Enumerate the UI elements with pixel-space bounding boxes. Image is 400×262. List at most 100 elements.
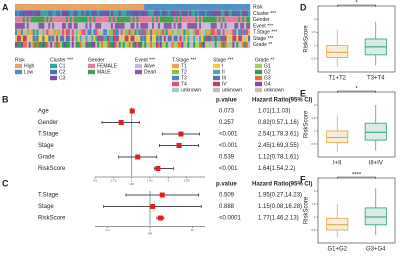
legend-label: II bbox=[222, 69, 225, 75]
heatmap-stripe bbox=[189, 22, 192, 29]
legend-label: Alive bbox=[144, 63, 155, 69]
heatmap-stripe bbox=[34, 22, 37, 29]
legend-swatch bbox=[15, 69, 22, 75]
row-label: Age bbox=[38, 109, 49, 115]
heatmap-stripe bbox=[40, 41, 43, 48]
heatmap-stripe bbox=[228, 35, 231, 42]
heatmap-stripe bbox=[91, 29, 94, 36]
legend-label: FEMALE bbox=[97, 63, 118, 69]
row-label: Gender bbox=[38, 120, 58, 126]
column-header: p.value bbox=[216, 98, 237, 104]
heatmap-stripe bbox=[128, 35, 131, 42]
heatmap-stripe bbox=[73, 35, 76, 42]
heatmap-stripe bbox=[24, 16, 27, 23]
heatmap-stripe bbox=[26, 16, 29, 23]
heatmap-stripe bbox=[69, 41, 72, 48]
heatmap-stripe bbox=[226, 29, 229, 36]
heatmap-stripe bbox=[32, 16, 35, 23]
heatmap-stripe bbox=[118, 10, 121, 17]
heatmap-stripe bbox=[89, 41, 92, 48]
heatmap-stripe bbox=[105, 16, 108, 23]
p-value: 0.509 bbox=[219, 193, 235, 199]
heatmap-stripe bbox=[63, 4, 67, 10]
heatmap-stripe bbox=[218, 22, 221, 29]
heatmap-stripe bbox=[154, 22, 157, 29]
heatmap-stripe bbox=[130, 16, 133, 23]
heatmap-stripe bbox=[73, 22, 76, 29]
heatmap-stripe bbox=[77, 41, 80, 48]
hr-label: 2.54(1.78,3.61) bbox=[258, 132, 299, 138]
hr-label: 1.01(1,1.03) bbox=[258, 109, 290, 115]
heatmap-stripe bbox=[189, 35, 192, 42]
heatmap-stripe bbox=[16, 16, 20, 23]
heatmap-stripe bbox=[140, 22, 143, 29]
heatmap-stripe bbox=[216, 29, 219, 36]
hr-point bbox=[129, 108, 135, 114]
heatmap-stripe bbox=[56, 35, 59, 42]
legend-label: Low bbox=[24, 69, 34, 75]
heatmap-stripe bbox=[238, 29, 241, 36]
hr-point bbox=[155, 166, 161, 171]
heatmap-stripe bbox=[150, 22, 153, 29]
y-tick-label: 1.5 bbox=[311, 202, 316, 206]
legend-label: Dead bbox=[144, 69, 156, 75]
heatmap-stripe bbox=[114, 16, 118, 23]
legend-swatch bbox=[255, 87, 262, 93]
heatmap-stripe bbox=[248, 16, 251, 23]
heatmap-stripe bbox=[210, 35, 213, 42]
heatmap-stripe bbox=[40, 35, 43, 42]
heatmap-stripe bbox=[18, 41, 22, 48]
legend-swatch bbox=[172, 63, 179, 69]
heatmap-stripe bbox=[48, 4, 51, 10]
heatmap-stripe bbox=[238, 16, 241, 23]
heatmap-stripe bbox=[54, 22, 57, 29]
heatmap-stripe bbox=[15, 22, 18, 29]
x-tick-label: III+IV bbox=[369, 161, 383, 167]
heatmap-stripe bbox=[199, 29, 202, 36]
heatmap-stripe bbox=[195, 16, 198, 23]
heatmap-stripe bbox=[15, 4, 18, 10]
heatmap-stripe bbox=[69, 4, 72, 10]
heatmap-stripe bbox=[248, 4, 251, 10]
hr-point bbox=[157, 215, 163, 221]
heatmap-stripe bbox=[120, 10, 123, 17]
heatmap-stripe bbox=[152, 22, 155, 29]
heatmap-stripe bbox=[124, 22, 127, 29]
column-header: Hazard Ratio(95% CI) bbox=[252, 182, 312, 188]
significance-bracket bbox=[337, 4, 376, 7]
heatmap-stripe bbox=[83, 16, 86, 23]
heatmap-stripe bbox=[124, 35, 127, 42]
hr-label: 1.15(0.08,16.28) bbox=[258, 204, 302, 210]
heatmap-stripe bbox=[71, 16, 74, 23]
heatmap-stripe bbox=[60, 10, 63, 17]
heatmap-stripe bbox=[203, 41, 206, 48]
heatmap-stripe bbox=[83, 4, 86, 10]
heatmap-stripe bbox=[214, 22, 217, 29]
heatmap-stripe bbox=[54, 10, 57, 17]
heatmap-stripe bbox=[154, 10, 157, 17]
heatmap-stripe bbox=[199, 16, 202, 23]
heatmap-stripe bbox=[204, 4, 208, 10]
heatmap-stripe bbox=[99, 16, 102, 23]
heatmap-stripe bbox=[132, 41, 135, 48]
heatmap-stripe bbox=[32, 10, 35, 17]
heatmap-stripe bbox=[93, 29, 96, 36]
heatmap-stripe bbox=[89, 22, 92, 29]
heatmap-stripe bbox=[99, 22, 102, 29]
heatmap-stripe bbox=[136, 22, 139, 29]
panel-label: A bbox=[2, 2, 9, 12]
heatmap-stripe bbox=[177, 22, 180, 29]
heatmap-stripe bbox=[240, 4, 243, 10]
heatmap-stripe bbox=[40, 29, 43, 36]
row-label: Grade ** bbox=[253, 42, 272, 48]
heatmap-stripe bbox=[28, 4, 31, 10]
heatmap-stripe bbox=[36, 29, 39, 36]
hr-label: 0.82(0.57,1.16) bbox=[258, 120, 299, 126]
heatmap-stripe bbox=[228, 41, 231, 48]
heatmap-stripe bbox=[101, 16, 104, 23]
heatmap-stripe bbox=[42, 35, 45, 42]
x-tick-label: 1.41 bbox=[147, 178, 153, 182]
heatmap-stripe bbox=[24, 22, 27, 29]
heatmap-stripe bbox=[171, 35, 174, 42]
x-tick-label: 1 bbox=[131, 178, 133, 182]
